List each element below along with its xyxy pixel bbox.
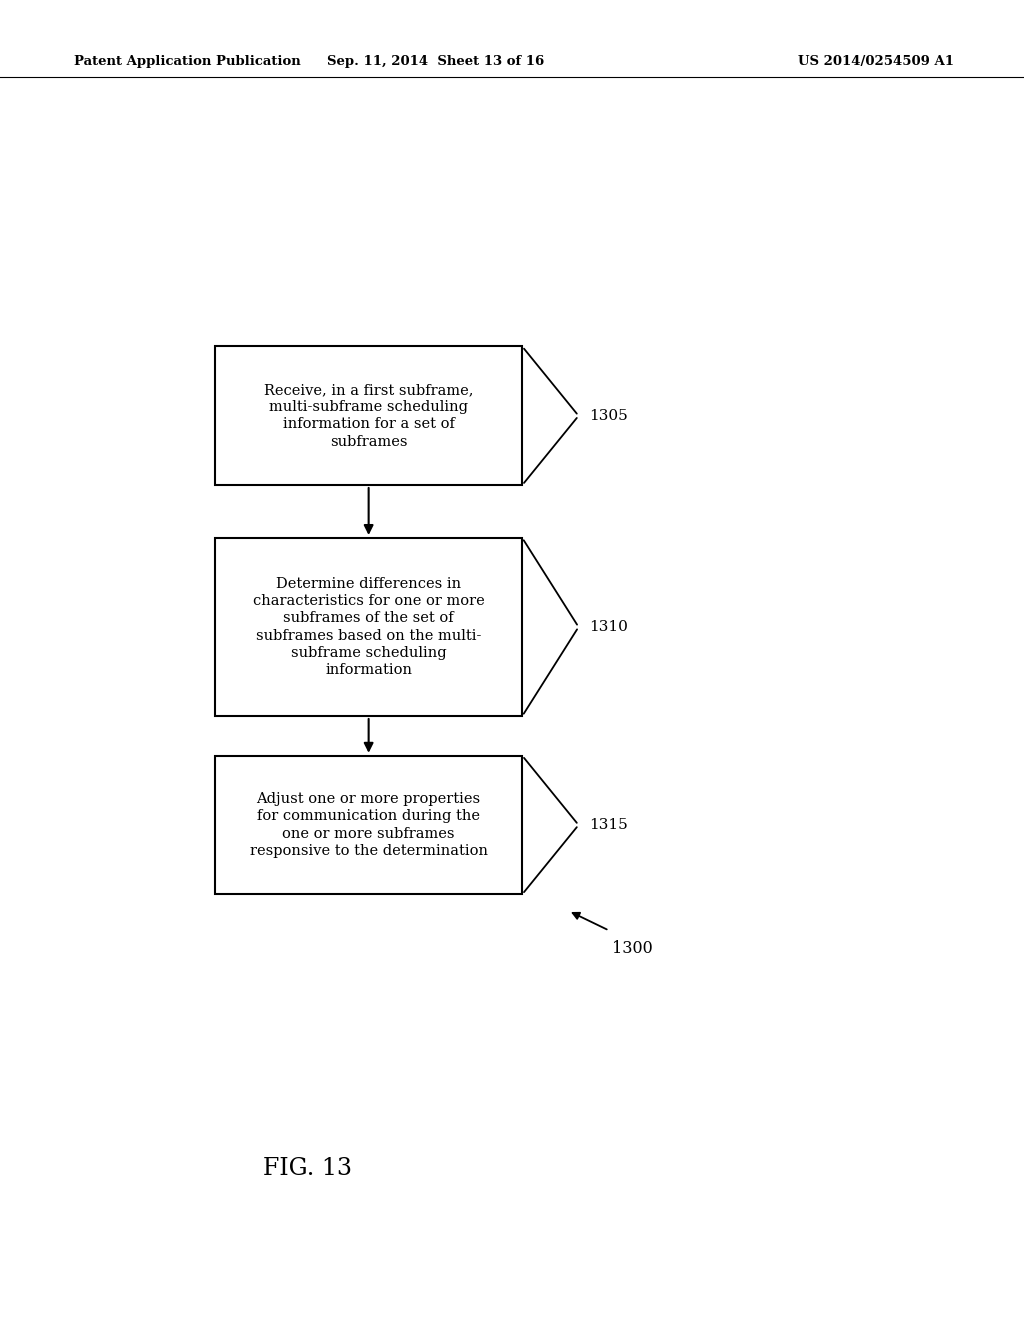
Text: US 2014/0254509 A1: US 2014/0254509 A1 [798,55,953,69]
Text: 1305: 1305 [589,409,628,422]
Text: Adjust one or more properties
for communication during the
one or more subframes: Adjust one or more properties for commun… [250,792,487,858]
Bar [215,755,522,895]
Text: Sep. 11, 2014  Sheet 13 of 16: Sep. 11, 2014 Sheet 13 of 16 [327,55,544,69]
Text: 1300: 1300 [612,940,653,957]
Bar [215,346,522,484]
Text: Determine differences in
characteristics for one or more
subframes of the set of: Determine differences in characteristics… [253,577,484,677]
Text: 1315: 1315 [589,818,628,832]
Text: Patent Application Publication: Patent Application Publication [74,55,300,69]
Text: 1310: 1310 [589,620,628,634]
Text: Receive, in a first subframe,
multi-subframe scheduling
information for a set of: Receive, in a first subframe, multi-subf… [264,383,473,449]
Text: FIG. 13: FIG. 13 [263,1156,351,1180]
Bar [215,539,522,715]
